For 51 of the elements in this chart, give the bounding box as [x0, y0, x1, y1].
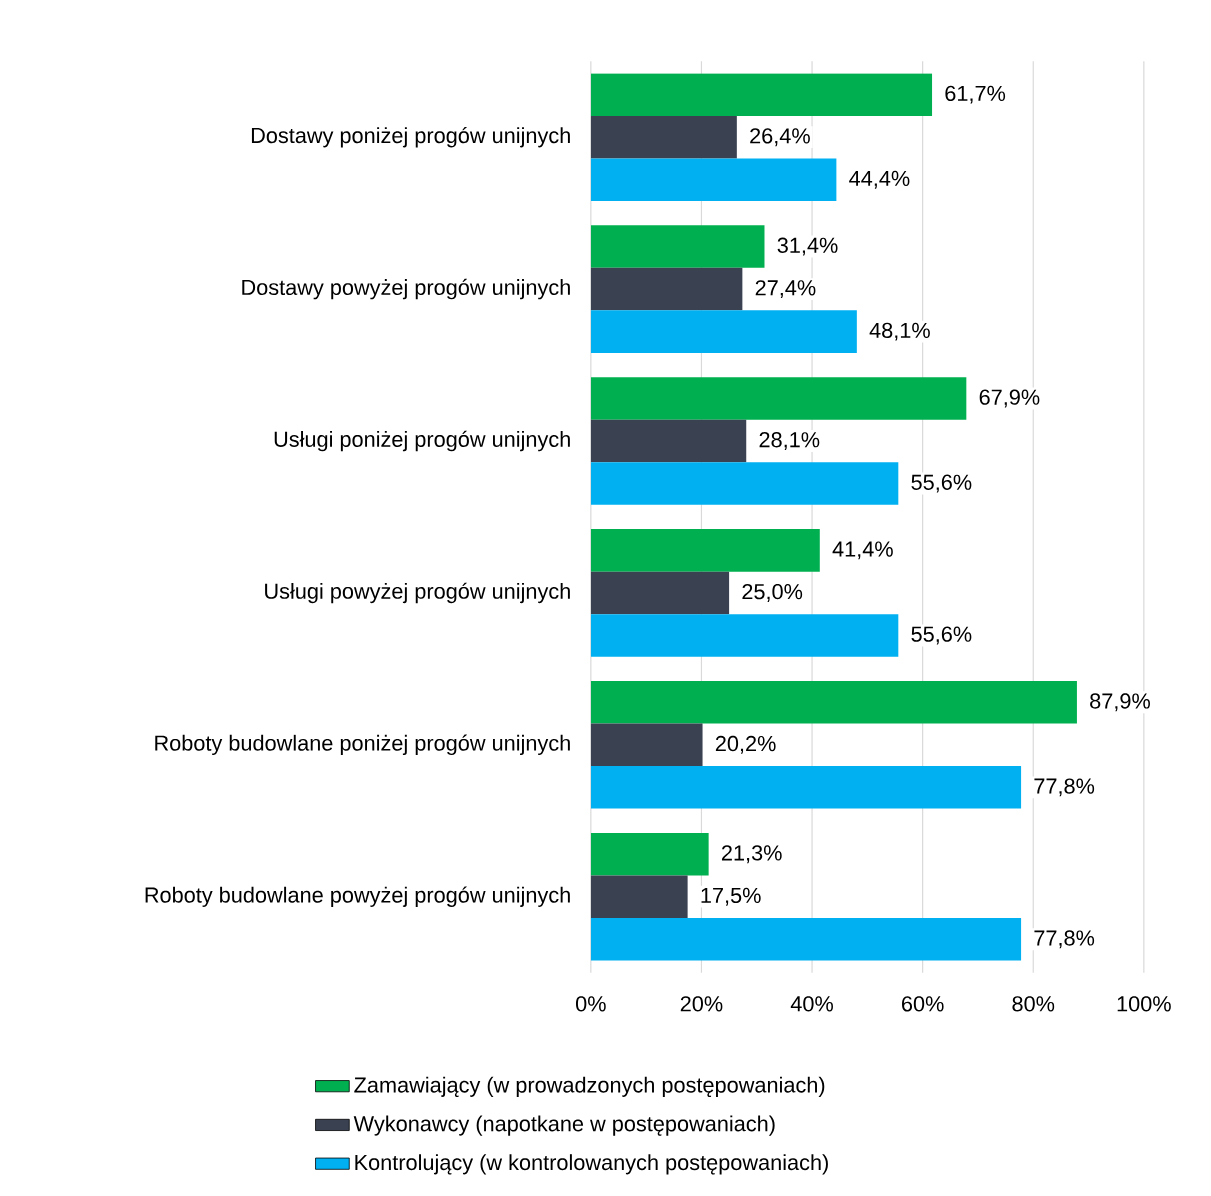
bar — [590, 377, 967, 420]
data-label: 55,6% — [911, 626, 972, 645]
bar — [590, 833, 709, 876]
y-tick-label: Roboty budowlane poniżej progów unijnych — [155, 734, 570, 756]
bar — [590, 225, 765, 268]
x-tick-label: 100% — [1117, 996, 1171, 1012]
bar — [590, 723, 703, 767]
x-tick-label: 40% — [790, 996, 833, 1012]
data-label: 67,9% — [979, 389, 1040, 408]
data-label: 61,7% — [945, 85, 1006, 104]
x-tick-label: 20% — [680, 996, 723, 1012]
bar — [590, 766, 1022, 809]
data-label: 28,1% — [759, 432, 820, 451]
bar — [590, 571, 730, 615]
data-label: 20,2% — [715, 735, 776, 754]
data-label: 21,3% — [721, 845, 782, 864]
x-tick-label: 0% — [575, 996, 606, 1012]
bar — [590, 419, 747, 463]
legend-label: Kontrolujący (w kontrolowanych postępowaniach) — [355, 1154, 828, 1175]
bar — [590, 681, 1077, 724]
data-label: 87,9% — [1090, 693, 1150, 712]
bar — [590, 158, 837, 202]
data-label: 77,8% — [1034, 778, 1095, 797]
y-tick-label: Usługi poniżej progów unijnych — [274, 430, 570, 452]
bar — [590, 875, 688, 919]
data-label: 77,8% — [1034, 930, 1095, 949]
y-tick-label: Dostawy powyżej progów unijnych — [242, 278, 570, 300]
data-label: 25,0% — [742, 584, 803, 602]
data-label: 31,4% — [777, 237, 838, 256]
data-label: 41,4% — [832, 541, 893, 560]
bar — [590, 267, 743, 311]
legend-label: Zamawiający (w prowadzonych postępowaniach) — [354, 1076, 825, 1098]
bar — [590, 614, 899, 657]
bar — [590, 462, 899, 505]
x-tick-label: 60% — [902, 996, 944, 1012]
data-label: 48,1% — [869, 322, 930, 341]
data-label: 55,6% — [911, 474, 972, 493]
y-tick-label: Roboty budowlane powyżej progów unijnych — [145, 886, 570, 908]
data-label: 27,4% — [755, 280, 816, 299]
bar — [590, 529, 820, 572]
x-tick-label: 80% — [1012, 996, 1055, 1012]
bar — [590, 73, 933, 116]
bar — [590, 918, 1022, 961]
legend-label: Wykonawcy (napotkane w postępowaniach) — [353, 1115, 775, 1136]
data-label: 44,4% — [849, 170, 910, 189]
data-label: 26,4% — [750, 128, 810, 147]
bar — [590, 310, 857, 353]
y-tick-label: Dostawy poniżej progów unijnych — [251, 127, 570, 148]
y-tick-label: Usługi powyżej progów unijnych — [265, 582, 570, 604]
data-label: 17,5% — [701, 887, 761, 906]
bar — [590, 115, 737, 159]
